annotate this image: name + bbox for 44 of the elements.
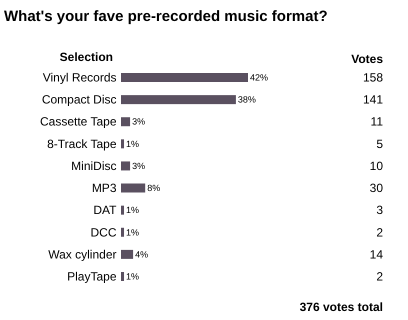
text: 14 bbox=[370, 247, 384, 262]
data-label: 1% bbox=[126, 271, 140, 282]
text: 11 bbox=[370, 114, 384, 129]
bar bbox=[121, 250, 134, 259]
bar bbox=[121, 139, 124, 148]
y-tick-label: Vinyl Records bbox=[42, 70, 116, 85]
y-tick-label: DAT bbox=[93, 203, 118, 218]
text: 158 bbox=[362, 70, 384, 85]
text: 2 bbox=[376, 225, 384, 240]
text: 141 bbox=[362, 92, 384, 107]
text: 3 bbox=[376, 203, 384, 218]
y-tick-label: MiniDisc bbox=[71, 158, 116, 173]
bar bbox=[121, 117, 130, 126]
text: Votes bbox=[351, 52, 384, 66]
text: 376 votes total bbox=[300, 300, 383, 314]
data-label: 1% bbox=[126, 205, 140, 216]
bar bbox=[121, 184, 146, 193]
y-tick-label: MP3 bbox=[92, 181, 117, 196]
bar bbox=[121, 272, 124, 281]
y-tick-label: DCC bbox=[90, 225, 117, 240]
data-label: 3% bbox=[132, 160, 146, 171]
data-label: 42% bbox=[250, 72, 268, 83]
data-label: 38% bbox=[238, 94, 256, 105]
data-label: 1% bbox=[126, 227, 140, 238]
text: 10 bbox=[370, 158, 384, 173]
text: 5 bbox=[376, 136, 384, 151]
bar bbox=[121, 228, 124, 237]
chart-title: What's your fave pre-recorded music format? bbox=[4, 8, 328, 25]
bar bbox=[121, 161, 130, 170]
y-tick-label: Wax cylinder bbox=[48, 247, 116, 262]
data-label: 8% bbox=[147, 183, 160, 194]
y-tick-label: Compact Disc bbox=[42, 92, 116, 107]
bar bbox=[121, 206, 124, 215]
text: 30 bbox=[370, 181, 384, 196]
y-tick-label: Cassette Tape bbox=[40, 114, 117, 129]
data-label: 3% bbox=[132, 116, 146, 127]
y-axis-title: Selection bbox=[60, 50, 113, 64]
bar bbox=[121, 95, 236, 104]
y-tick-label: PlayTape bbox=[67, 269, 117, 284]
y-tick-label: 8-Track Tape bbox=[47, 136, 117, 151]
bar bbox=[121, 73, 248, 82]
data-label: 1% bbox=[126, 138, 140, 149]
text: 2 bbox=[376, 269, 384, 284]
data-label: 4% bbox=[135, 249, 148, 260]
